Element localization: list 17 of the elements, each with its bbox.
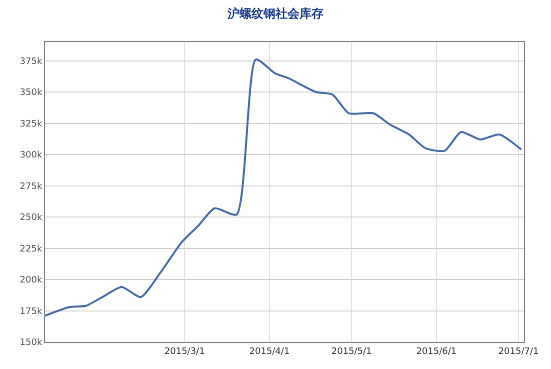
x-tick-label: 2015/6/1 [416,346,457,357]
y-tick-label: 300k [20,150,43,161]
y-tick-label: 225k [20,244,43,254]
y-tick-label: 150k [20,338,43,348]
line-series [45,58,522,317]
y-tick-label: 200k [20,276,43,286]
y-tick-label: 175k [20,306,43,317]
chart-title: 沪螺纹钢社会库存 [226,6,324,21]
y-tick-label: 325k [20,119,43,130]
y-tick-label: 275k [20,182,43,192]
x-tick-label: 2015/7/1 [498,346,539,357]
x-tick-label: 2015/5/1 [331,346,372,357]
y-tick-label: 350k [20,88,43,98]
y-tick-label: 375k [20,56,43,67]
y-tick-label: 250k [20,213,43,224]
x-tick-label: 2015/4/1 [249,346,290,357]
x-tick-label: 2015/3/1 [164,346,205,357]
